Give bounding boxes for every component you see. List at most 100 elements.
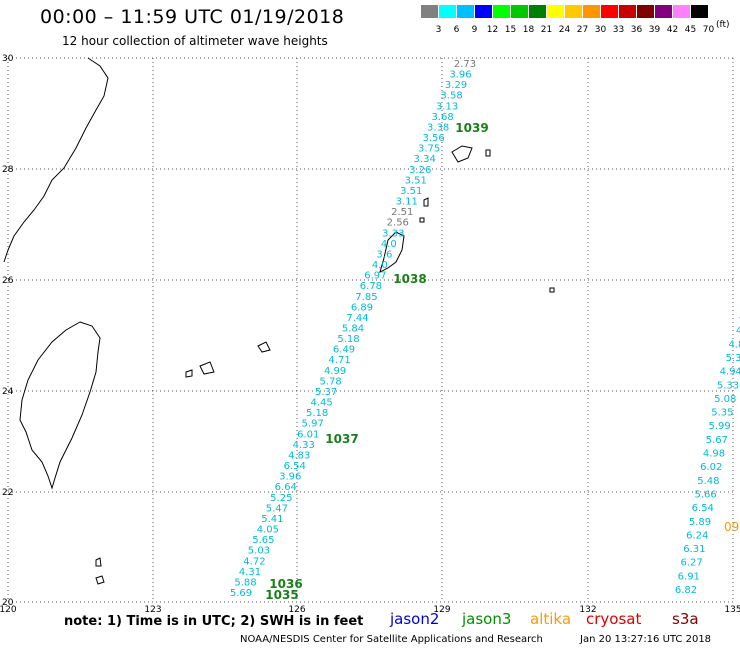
wave-height-value: 3.33 — [382, 228, 404, 239]
wave-height-value: 3.34 — [414, 154, 436, 165]
longitude-label: 126 — [288, 605, 305, 615]
scale-swatch — [529, 5, 546, 18]
edge-wave-value: 09 — [724, 520, 739, 534]
longitude-label: 120 — [0, 605, 17, 615]
wave-height-value: 2.73 — [454, 59, 476, 70]
wave-height-value: 3.51 — [400, 186, 422, 197]
wave-height-value: 6.54 — [692, 503, 714, 514]
longitude-label: 132 — [579, 605, 596, 615]
wave-height-value: 6.82 — [675, 585, 697, 596]
miyako-coastline — [257, 341, 271, 353]
wave-height-value: 6.54 — [284, 461, 306, 472]
wave-height-value: 3.11 — [396, 197, 418, 208]
scale-label: 6 — [453, 25, 460, 35]
scale-unit: (ft) — [716, 20, 730, 30]
wave-height-value: 6.31 — [683, 544, 705, 555]
wave-height-value: 4.94 — [720, 367, 740, 378]
timestamp-text: Jan 20 13:27:16 UTC 2018 — [580, 634, 712, 645]
wave-height-value: 5.78 — [319, 376, 341, 387]
wave-height-value: 4.0 — [381, 239, 397, 250]
scale-swatch — [547, 5, 564, 18]
scale-label: 12 — [486, 25, 499, 35]
small-island-2 — [95, 557, 102, 567]
wave-height-value: 5.18 — [306, 408, 328, 419]
graticule — [7, 57, 734, 603]
ishigaki-coastline — [199, 361, 215, 375]
wave-height-value: 5.37 — [315, 387, 337, 398]
latitude-label: 28 — [2, 165, 14, 175]
map-subtitle: 12 hour collection of altimeter wave hei… — [62, 34, 328, 48]
small-island-6 — [485, 149, 491, 157]
wave-height-value: 6.78 — [360, 281, 382, 292]
altimeter-track-2: 4 4 4.8 5.3 4.94 5.33 5.08 5.35 5.99 5.67 4.98 6.02… — [675, 312, 740, 596]
latitude-label: 30 — [2, 54, 14, 64]
wave-height-value: 3.96 — [449, 70, 471, 81]
wave-height-value: 5.65 — [252, 535, 274, 546]
wave-height-value: 5.41 — [261, 514, 283, 525]
wave-height-value: 3.13 — [436, 101, 458, 112]
credit-text: NOAA/NESDIS Center for Satellite Applica… — [240, 634, 543, 645]
latitude-label: 24 — [2, 387, 14, 397]
wave-height-value: 4.98 — [703, 449, 725, 460]
wave-height-value: 5.69 — [230, 588, 252, 599]
scale-label: 21 — [540, 25, 553, 35]
scale-swatch — [511, 5, 528, 18]
wave-height-value: 5.33 — [717, 380, 739, 391]
pressure-label: 1038 — [393, 272, 426, 286]
wave-height-value: 5.88 — [234, 577, 256, 588]
scale-label: 24 — [558, 25, 571, 35]
small-island-7 — [549, 287, 555, 293]
scale-label: 3 — [435, 25, 442, 35]
wave-height-value: 3.38 — [427, 122, 449, 133]
pressure-label: 1035 — [265, 588, 298, 602]
coastlines — [3, 57, 555, 585]
wave-height-value: 4 — [739, 312, 740, 323]
latitude-label: 20 — [2, 598, 14, 608]
pressure-label: 1037 — [325, 432, 358, 446]
wave-height-value: 3.51 — [405, 175, 427, 186]
wave-height-value: 5.3 — [726, 353, 740, 364]
scale-swatch — [601, 5, 618, 18]
wave-height-value: 6.89 — [351, 302, 373, 313]
wave-height-value: 5.03 — [248, 546, 270, 557]
scale-label: 33 — [612, 25, 625, 35]
scale-swatch — [673, 5, 690, 18]
wave-height-value: 6.24 — [686, 530, 708, 541]
taiwan-coastline — [19, 321, 101, 490]
footnote: note: 1) Time is in UTC; 2) SWH is in fe… — [64, 614, 364, 629]
wave-height-value: 4.0 — [372, 260, 388, 271]
wave-height-value: 5.18 — [337, 334, 359, 345]
scale-label: 18 — [522, 25, 535, 35]
wave-height-value: 3.58 — [440, 91, 462, 102]
wave-height-value: 5.84 — [342, 324, 364, 335]
wave-height-value: 5.97 — [302, 419, 324, 430]
scale-label: 30 — [594, 25, 607, 35]
wave-height-value: 4.72 — [243, 556, 265, 567]
wave-height-value: 6.91 — [678, 571, 700, 582]
latitude-label: 26 — [2, 276, 14, 286]
wave-height-value: 3.29 — [445, 80, 467, 91]
small-island-1 — [185, 369, 193, 378]
wave-height-value: 4.99 — [324, 366, 346, 377]
scale-label: 70 — [702, 25, 715, 35]
wave-height-value: 3.6 — [376, 249, 392, 260]
longitude-label: 135 — [724, 605, 740, 615]
wave-height-value: 2.51 — [391, 207, 413, 218]
wave-height-value: 3.26 — [409, 165, 431, 176]
wave-height-value: 5.99 — [708, 421, 730, 432]
scale-swatch — [493, 5, 510, 18]
wave-height-value: 5.66 — [694, 489, 716, 500]
scale-swatch — [475, 5, 492, 18]
wave-height-value: 7.85 — [355, 292, 377, 303]
longitude-label: 123 — [144, 605, 161, 615]
scale-swatch — [457, 5, 474, 18]
wave-height-value: 5.25 — [270, 493, 292, 504]
legend-jason2: jason2 — [390, 610, 440, 628]
china-coastline — [3, 57, 109, 263]
scale-label: 15 — [504, 25, 517, 35]
scale-label: 42 — [666, 25, 679, 35]
wave-height-value: 7.44 — [346, 313, 368, 324]
